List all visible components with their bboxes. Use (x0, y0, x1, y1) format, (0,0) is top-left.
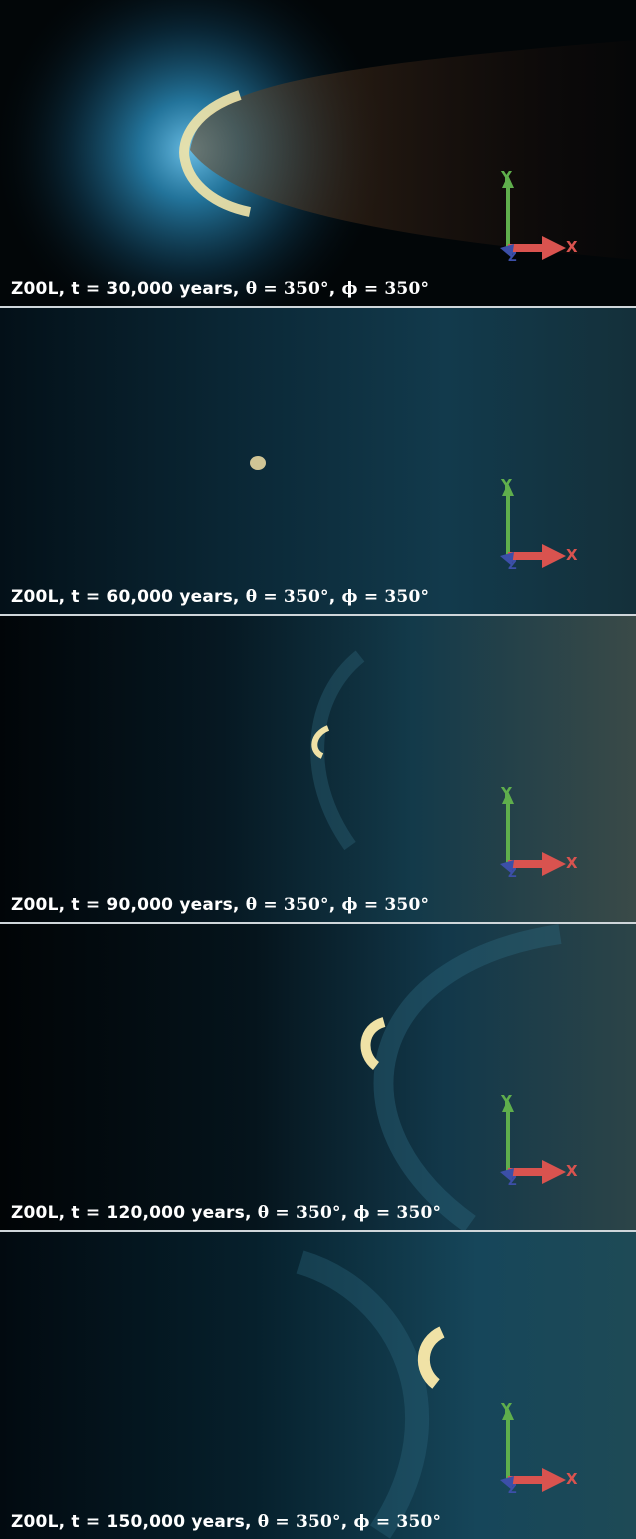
time-label: t = 30,000 years (71, 279, 233, 299)
x-axis-label: X (566, 1470, 578, 1488)
simulation-render-5 (0, 1232, 636, 1539)
model-name: Z00L (11, 895, 59, 915)
frame-caption-3: Z00L, t = 90,000 years, θ = 350°, ϕ = 35… (11, 895, 430, 915)
time-label: t = 90,000 years (71, 895, 233, 915)
simulation-render-2 (0, 308, 636, 614)
axis-triad-2: Y X Z (494, 476, 594, 578)
frame-5: Y X Z Z00L, t = 150,000 years, θ = 350°,… (0, 1232, 636, 1539)
z-axis-label: Z (508, 250, 517, 264)
frame-caption-1: Z00L, t = 30,000 years, θ = 350°, ϕ = 35… (11, 279, 430, 299)
frame-caption-4: Z00L, t = 120,000 years, θ = 350°, ϕ = 3… (11, 1203, 442, 1223)
theta-label: θ = 350° (257, 1512, 341, 1532)
phi-label: ϕ = 350° (341, 895, 430, 915)
phi-label: ϕ = 350° (353, 1512, 442, 1532)
frame-divider (0, 306, 636, 308)
z-axis-label: Z (508, 1482, 517, 1496)
x-axis-label: X (566, 546, 578, 564)
time-label: t = 150,000 years (71, 1512, 245, 1532)
simulation-render-1 (0, 0, 636, 306)
bow-shock-2 (250, 456, 266, 470)
frame-1: Y X Z Z00L, t = 30,000 years, θ = 350°, … (0, 0, 636, 306)
time-label: t = 60,000 years (71, 587, 233, 607)
z-axis-label: Z (508, 1174, 517, 1188)
bow-shock-1 (179, 90, 252, 217)
bow-shock-5 (417, 1326, 446, 1389)
x-axis-label: X (566, 1162, 578, 1180)
theta-label: θ = 350° (245, 279, 329, 299)
frame-divider (0, 614, 636, 616)
axis-triad-1: Y X Z (494, 168, 594, 270)
theta-label: θ = 350° (245, 587, 329, 607)
simulation-render-3 (0, 616, 636, 922)
model-name: Z00L (11, 1512, 59, 1532)
y-axis-label: Y (501, 168, 512, 186)
z-axis-label: Z (508, 866, 517, 880)
axis-triad-3: Y X Z (494, 784, 594, 886)
frame-divider (0, 922, 636, 924)
frame-divider (0, 1230, 636, 1232)
y-axis-label: Y (501, 1400, 512, 1418)
x-axis-label: X (566, 854, 578, 872)
axis-triad-5: Y X Z (494, 1400, 594, 1502)
phi-label: ϕ = 350° (353, 1203, 442, 1223)
frame-caption-5: Z00L, t = 150,000 years, θ = 350°, ϕ = 3… (11, 1512, 442, 1532)
y-axis-label: Y (501, 476, 512, 494)
y-axis-label: Y (501, 784, 512, 802)
phi-label: ϕ = 350° (341, 279, 430, 299)
y-axis-label: Y (501, 1092, 512, 1110)
bow-shock-4 (360, 1017, 386, 1070)
theta-label: θ = 350° (257, 1203, 341, 1223)
theta-label: θ = 350° (245, 895, 329, 915)
frame-3: Y X Z Z00L, t = 90,000 years, θ = 350°, … (0, 616, 636, 922)
frame-4: Y X Z Z00L, t = 120,000 years, θ = 350°,… (0, 924, 636, 1230)
model-name: Z00L (11, 1203, 59, 1223)
axis-triad-4: Y X Z (494, 1092, 594, 1194)
simulation-render-4 (0, 924, 636, 1230)
z-axis-label: Z (508, 558, 517, 572)
frame-caption-2: Z00L, t = 60,000 years, θ = 350°, ϕ = 35… (11, 587, 430, 607)
bow-shock-3 (311, 725, 330, 759)
model-name: Z00L (11, 587, 59, 607)
frame-2: Y X Z Z00L, t = 60,000 years, θ = 350°, … (0, 308, 636, 614)
time-label: t = 120,000 years (71, 1203, 245, 1223)
phi-label: ϕ = 350° (341, 587, 430, 607)
x-axis-label: X (566, 238, 578, 256)
model-name: Z00L (11, 279, 59, 299)
